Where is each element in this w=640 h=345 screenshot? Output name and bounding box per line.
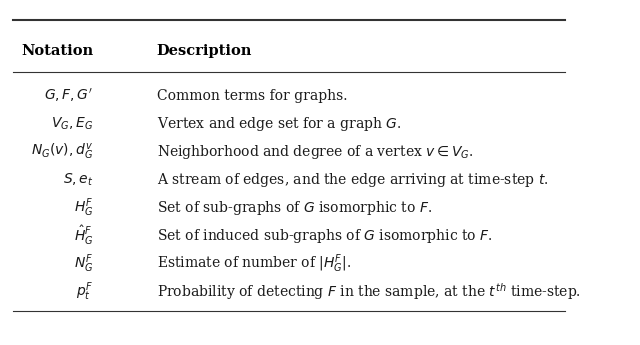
Text: Estimate of number of $|H_G^F|$.: Estimate of number of $|H_G^F|$. xyxy=(157,253,351,275)
Text: Neighborhood and degree of a vertex $v \in V_G$.: Neighborhood and degree of a vertex $v \… xyxy=(157,142,474,161)
Text: $S, e_t$: $S, e_t$ xyxy=(63,171,93,188)
Text: $N_G(v), d_G^v$: $N_G(v), d_G^v$ xyxy=(31,142,93,161)
Text: $\hat{H}_G^F$: $\hat{H}_G^F$ xyxy=(74,224,93,247)
Text: Probability of detecting $F$ in the sample, at the $t^{th}$ time-step.: Probability of detecting $F$ in the samp… xyxy=(157,282,580,302)
Text: $G, F, G'$: $G, F, G'$ xyxy=(44,87,93,104)
Text: $N_G^F$: $N_G^F$ xyxy=(74,253,93,275)
Text: Vertex and edge set for a graph $G$.: Vertex and edge set for a graph $G$. xyxy=(157,115,401,132)
Text: $p_t^F$: $p_t^F$ xyxy=(76,280,93,303)
Text: $V_G, E_G$: $V_G, E_G$ xyxy=(51,115,93,132)
Text: Description: Description xyxy=(157,44,252,58)
Text: A stream of edges, and the edge arriving at time-step $t$.: A stream of edges, and the edge arriving… xyxy=(157,171,548,189)
Text: Set of induced sub-graphs of $G$ isomorphic to $F$.: Set of induced sub-graphs of $G$ isomorp… xyxy=(157,227,492,245)
Text: $H_G^F$: $H_G^F$ xyxy=(74,196,93,219)
Text: Set of sub-graphs of $G$ isomorphic to $F$.: Set of sub-graphs of $G$ isomorphic to $… xyxy=(157,199,432,217)
Text: Common terms for graphs.: Common terms for graphs. xyxy=(157,89,348,102)
Text: Notation: Notation xyxy=(21,44,93,58)
